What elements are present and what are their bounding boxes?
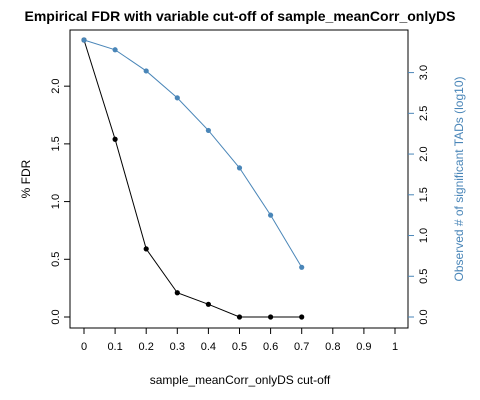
- series-point-left: [175, 290, 180, 295]
- y-axis-label-left: % FDR: [19, 159, 33, 198]
- y-tick-label-right: 0.5: [418, 269, 430, 284]
- x-tick-label: 0: [81, 341, 87, 353]
- x-tick-label: 0.4: [201, 341, 216, 353]
- x-tick-label: 0.7: [294, 341, 309, 353]
- y-axis-right: 0.0 0.5 1.0 1.5 2.0 2.5 3.0: [408, 65, 430, 325]
- x-tick-label: 0.5: [232, 341, 247, 353]
- series-point-left: [113, 137, 118, 142]
- plot-box: [70, 30, 408, 328]
- y-tick-label-left: 0.0: [50, 309, 62, 324]
- x-tick-label: 0.3: [170, 341, 185, 353]
- x-tick-label: 0.2: [139, 341, 154, 353]
- series-point-right: [268, 213, 273, 218]
- series-point-left: [206, 302, 211, 307]
- series-layer: [81, 37, 304, 319]
- y-tick-label-right: 2.5: [418, 106, 430, 121]
- x-tick-label: 0.1: [107, 341, 122, 353]
- series-point-left: [268, 314, 273, 319]
- x-axis-label: sample_meanCorr_onlyDS cut-off: [150, 373, 331, 387]
- chart-title: Empirical FDR with variable cut-off of s…: [25, 8, 456, 24]
- y-tick-label-left: 2.0: [50, 79, 62, 94]
- series-point-right: [175, 95, 180, 100]
- y-tick-label-right: 3.0: [418, 65, 430, 80]
- y-tick-label-right: 1.0: [418, 228, 430, 243]
- y-tick-label-left: 0.5: [50, 252, 62, 267]
- series-point-left: [299, 314, 304, 319]
- y-tick-label-right: 0.0: [418, 309, 430, 324]
- series-point-right: [299, 265, 304, 270]
- y-tick-label-left: 1.5: [50, 136, 62, 151]
- x-axis: 0 0.1 0.2 0.3 0.4 0.5 0.6 0.7 0.8 0.9 1: [81, 328, 398, 353]
- y-axis-left: 0.0 0.5 1.0 1.5 2.0: [50, 79, 70, 325]
- series-point-left: [144, 246, 149, 251]
- y-tick-label-right: 2.0: [418, 146, 430, 161]
- series-line-left: [84, 40, 302, 317]
- x-tick-label: 0.6: [263, 341, 278, 353]
- y-tick-label-left: 1.0: [50, 194, 62, 209]
- series-point-left: [237, 314, 242, 319]
- y-axis-label-right: Observed # of significant TADs (log10): [452, 77, 466, 282]
- x-tick-label: 0.8: [325, 341, 340, 353]
- x-tick-label: 0.9: [356, 341, 371, 353]
- series-line-right: [84, 40, 302, 267]
- series-point-right: [81, 37, 86, 42]
- y-tick-label-right: 1.5: [418, 187, 430, 202]
- x-tick-label: 1: [392, 341, 398, 353]
- series-point-right: [206, 128, 211, 133]
- series-point-right: [237, 165, 242, 170]
- series-point-right: [144, 68, 149, 73]
- series-point-right: [113, 47, 118, 52]
